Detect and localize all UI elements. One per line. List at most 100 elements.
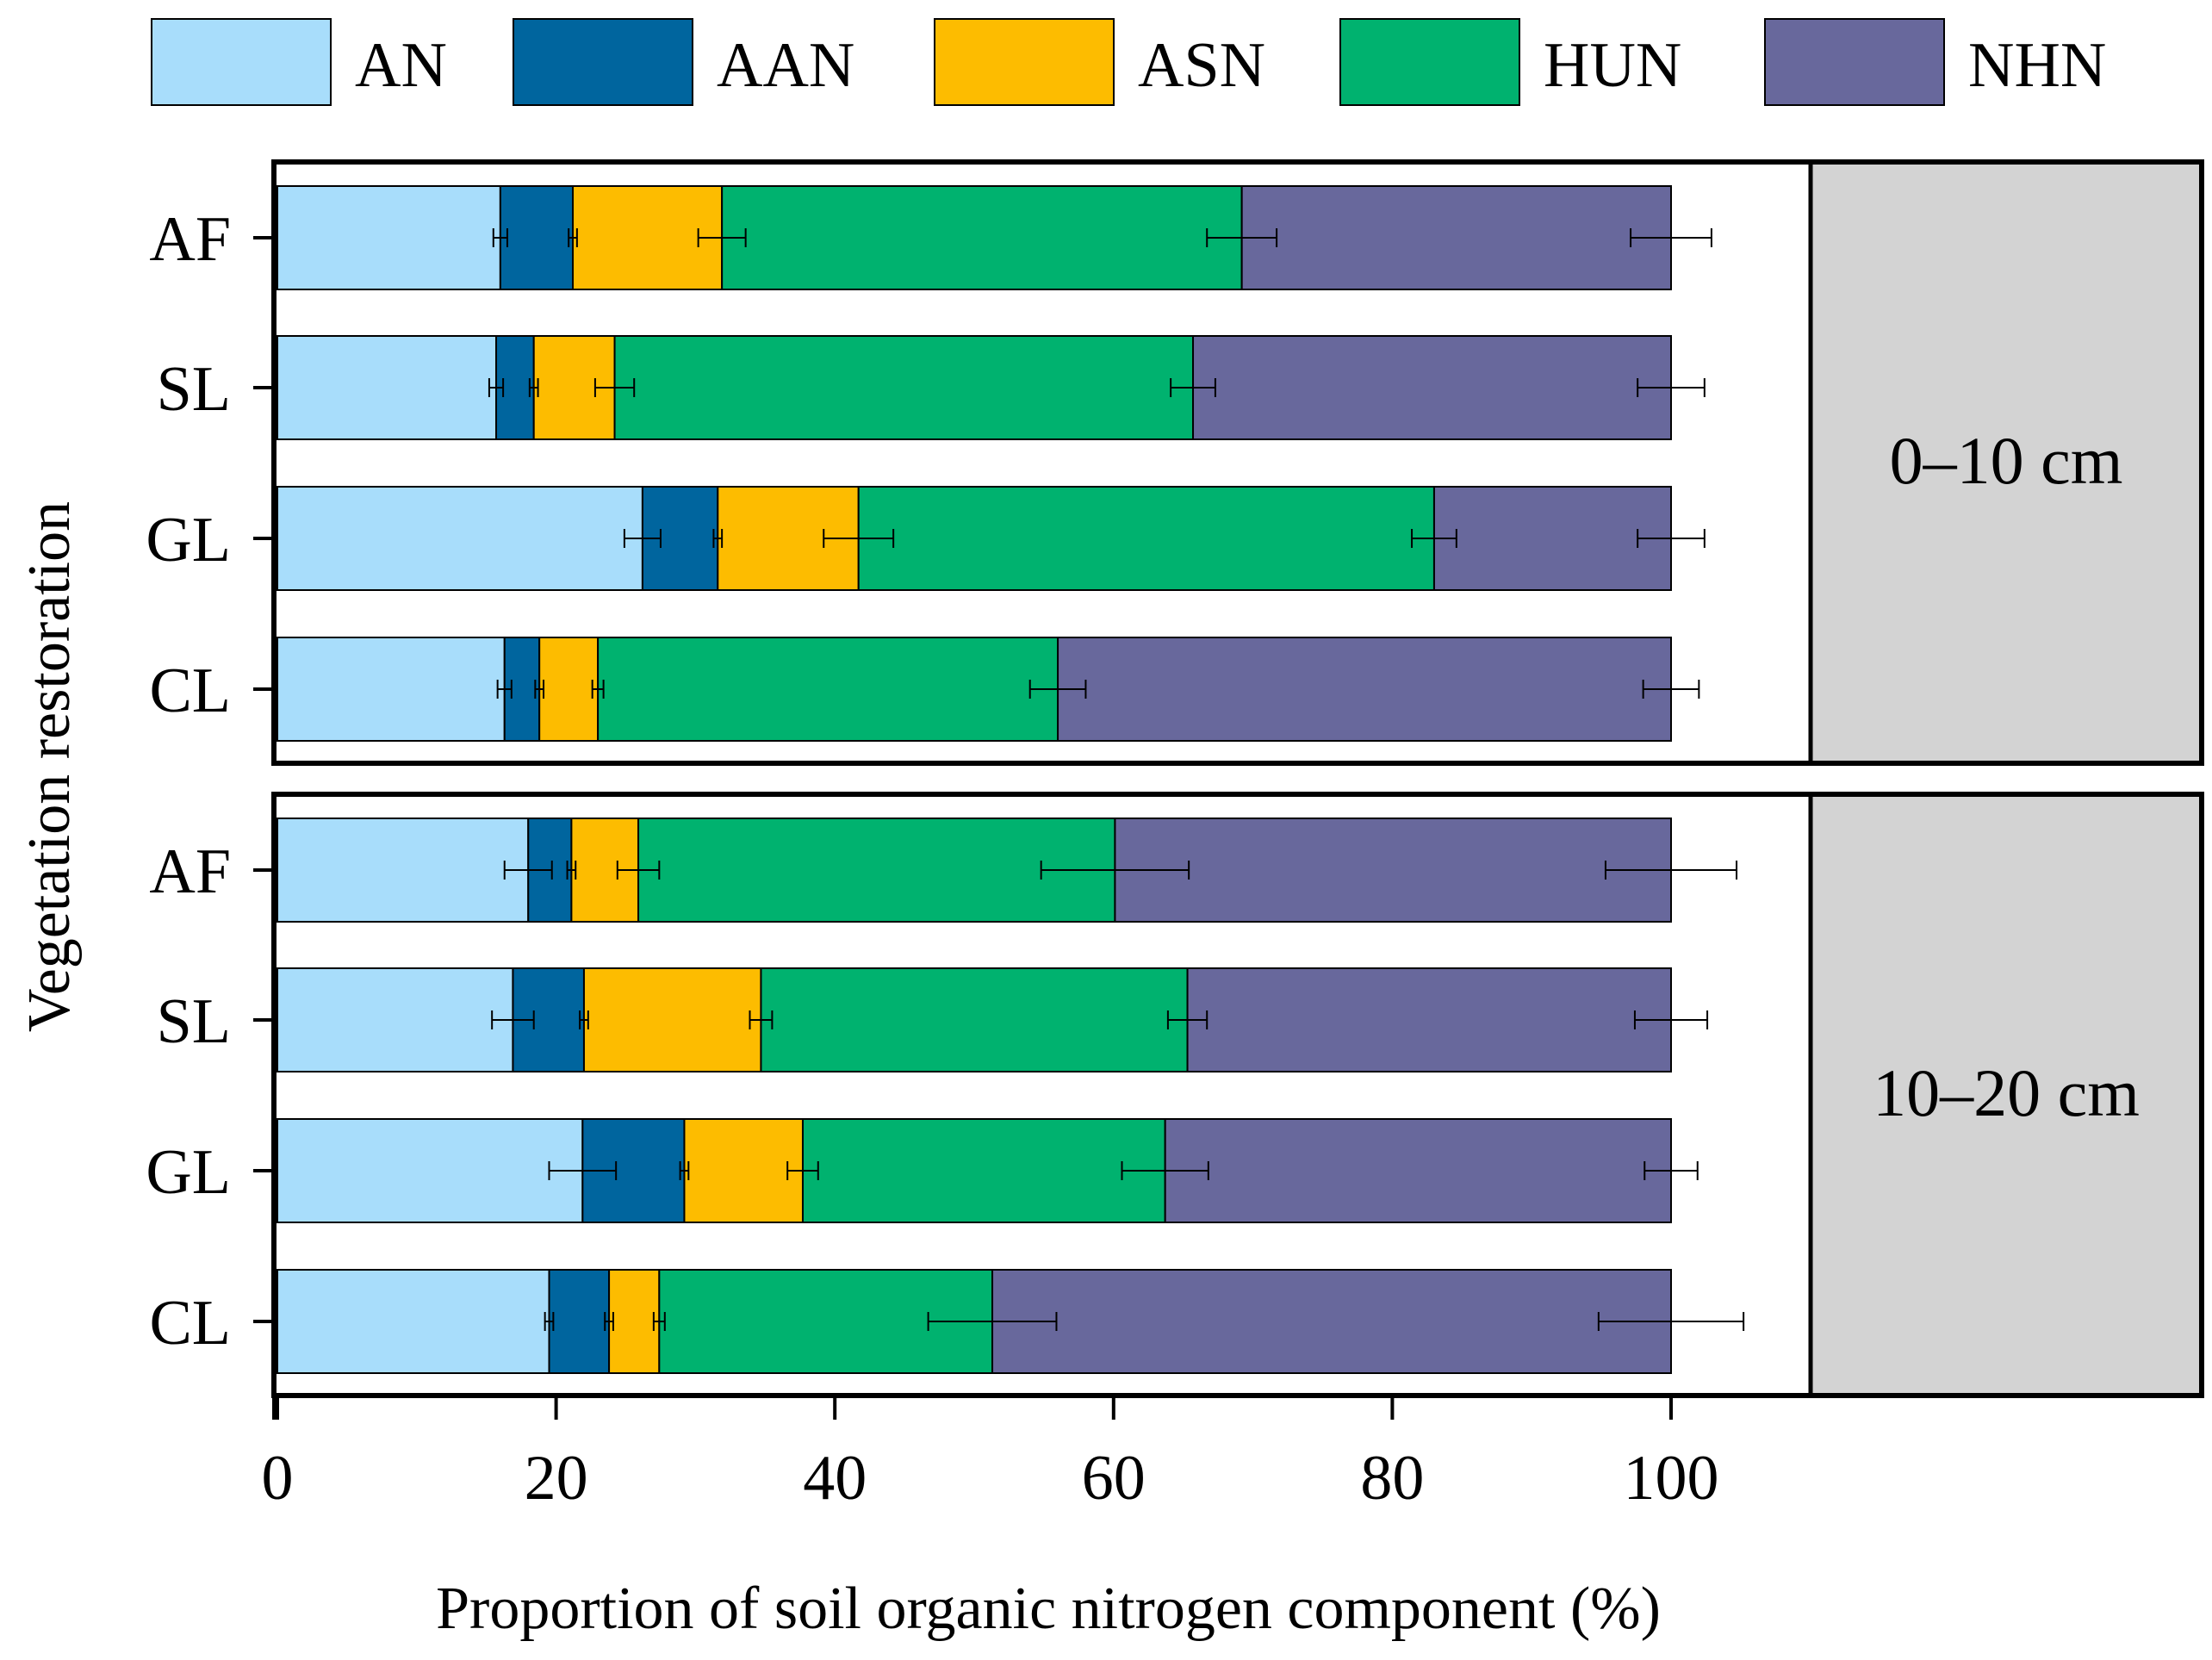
error-bar <box>503 861 553 880</box>
error-bar <box>927 1312 1058 1331</box>
bar-segment-hun <box>637 818 1116 923</box>
bar-segment-an <box>276 818 530 923</box>
bar-segment-hun <box>721 185 1243 290</box>
bar-segment-nhn <box>1164 1118 1672 1223</box>
y-tick-label-gl: GL <box>146 1137 231 1208</box>
panel-frame <box>271 159 2204 766</box>
panel-label: 10–20 cm <box>1873 1055 2140 1130</box>
x-tick-label: 60 <box>1082 1443 1146 1514</box>
bar-segment-asn <box>582 967 762 1072</box>
bar-segment-nhn <box>1192 335 1672 440</box>
panel-strip <box>1811 162 2202 763</box>
x-axis: 0 20 40 60 80 100 <box>262 1396 1719 1514</box>
error-bar <box>591 680 605 699</box>
bar-segment-hun <box>613 335 1195 440</box>
error-bar <box>604 1312 614 1331</box>
y-tick-label-cl: CL <box>149 656 231 726</box>
error-bar <box>1411 529 1457 548</box>
bar-segment-an <box>276 335 498 440</box>
error-bar <box>1604 861 1738 880</box>
error-bar <box>679 1161 690 1180</box>
bar-segment-aan <box>499 185 575 290</box>
error-bar <box>1637 529 1706 548</box>
error-bar <box>534 680 545 699</box>
bar-segment-nhn <box>991 1269 1673 1374</box>
error-bar <box>786 1161 819 1180</box>
bar-segment-asn <box>608 1269 661 1374</box>
error-bar <box>1642 680 1700 699</box>
bar-segment-nhn <box>1186 967 1672 1072</box>
error-bar <box>1121 1161 1209 1180</box>
x-tick-label: 80 <box>1360 1443 1424 1514</box>
error-bar <box>1206 228 1278 247</box>
y-tick-label-af: AF <box>149 836 231 907</box>
error-bar <box>488 378 505 397</box>
bar-segment-asn <box>683 1118 804 1223</box>
y-tick-label-sl: SL <box>157 354 231 425</box>
error-bar <box>568 228 578 247</box>
error-bar <box>548 1161 618 1180</box>
y-axis-label: Vegetation restoration <box>16 501 83 1032</box>
bar-segment-hun <box>760 967 1189 1072</box>
legend-label-asn: ASN <box>1138 30 1265 101</box>
x-tick-label: 100 <box>1624 1443 1719 1514</box>
legend-swatch-hun <box>1339 18 1520 106</box>
bar-segment-an <box>276 1118 584 1223</box>
bar-segment-asn <box>538 637 600 742</box>
legend: AN AAN ASN HUN NHN <box>151 18 2106 106</box>
x-tick-label: 40 <box>803 1443 867 1514</box>
bar-segment-nhn <box>1240 185 1672 290</box>
error-bar <box>566 861 577 880</box>
error-bar <box>1166 1010 1209 1029</box>
bar-segment-hun <box>597 637 1059 742</box>
error-bar <box>823 529 895 548</box>
legend-swatch-an <box>151 18 332 106</box>
error-bar <box>616 861 661 880</box>
error-bar <box>1643 1161 1699 1180</box>
error-bar <box>623 529 662 548</box>
x-axis-label: Proportion of soil organic nitrogen comp… <box>436 1576 1661 1642</box>
bar-segment-nhn <box>1432 486 1672 591</box>
legend-swatch-nhn <box>1764 18 1945 106</box>
legend-swatch-aan <box>513 18 693 106</box>
y-tick-label-af: AF <box>149 204 231 275</box>
x-tick-label: 0 <box>262 1443 294 1514</box>
error-bar <box>1630 228 1712 247</box>
bar-segment-an <box>276 967 514 1072</box>
legend-swatch-asn <box>934 18 1115 106</box>
panel-label: 0–10 cm <box>1890 423 2123 498</box>
bar-segment-an <box>276 637 506 742</box>
legend-label-hun: HUN <box>1544 30 1681 101</box>
panel-frame <box>271 792 2204 1398</box>
y-tick-label-cl: CL <box>149 1288 231 1358</box>
error-bar <box>528 378 539 397</box>
panel-strip <box>1811 794 2202 1396</box>
error-bar <box>593 378 636 397</box>
y-tick-label-sl: SL <box>157 986 231 1057</box>
error-bar <box>1170 378 1216 397</box>
bar-segment-aan <box>548 1269 611 1374</box>
error-bar <box>1637 378 1706 397</box>
x-tick-label: 20 <box>525 1443 588 1514</box>
error-bar <box>492 228 508 247</box>
error-bar <box>1633 1010 1709 1029</box>
legend-label-nhn: NHN <box>1968 30 2106 101</box>
error-bar <box>1597 1312 1745 1331</box>
error-bar <box>652 1312 666 1331</box>
bar-segment-hun <box>801 1118 1166 1223</box>
bar-segment-an <box>276 486 643 591</box>
error-bar <box>496 680 513 699</box>
bar-segment-an <box>276 1269 550 1374</box>
error-bar <box>1040 861 1190 880</box>
y-tick-label-gl: GL <box>146 505 231 575</box>
plot-area: 0–10 cm AF SL GL CL 10–20 cm AF SL GL CL <box>146 159 2204 1398</box>
bar-segment-nhn <box>1114 818 1672 923</box>
legend-label-aan: AAN <box>717 30 854 101</box>
error-bar <box>491 1010 535 1029</box>
error-bar <box>579 1010 589 1029</box>
error-bar <box>712 529 724 548</box>
bar-segment-asn <box>572 185 724 290</box>
bar-segment-an <box>276 185 501 290</box>
